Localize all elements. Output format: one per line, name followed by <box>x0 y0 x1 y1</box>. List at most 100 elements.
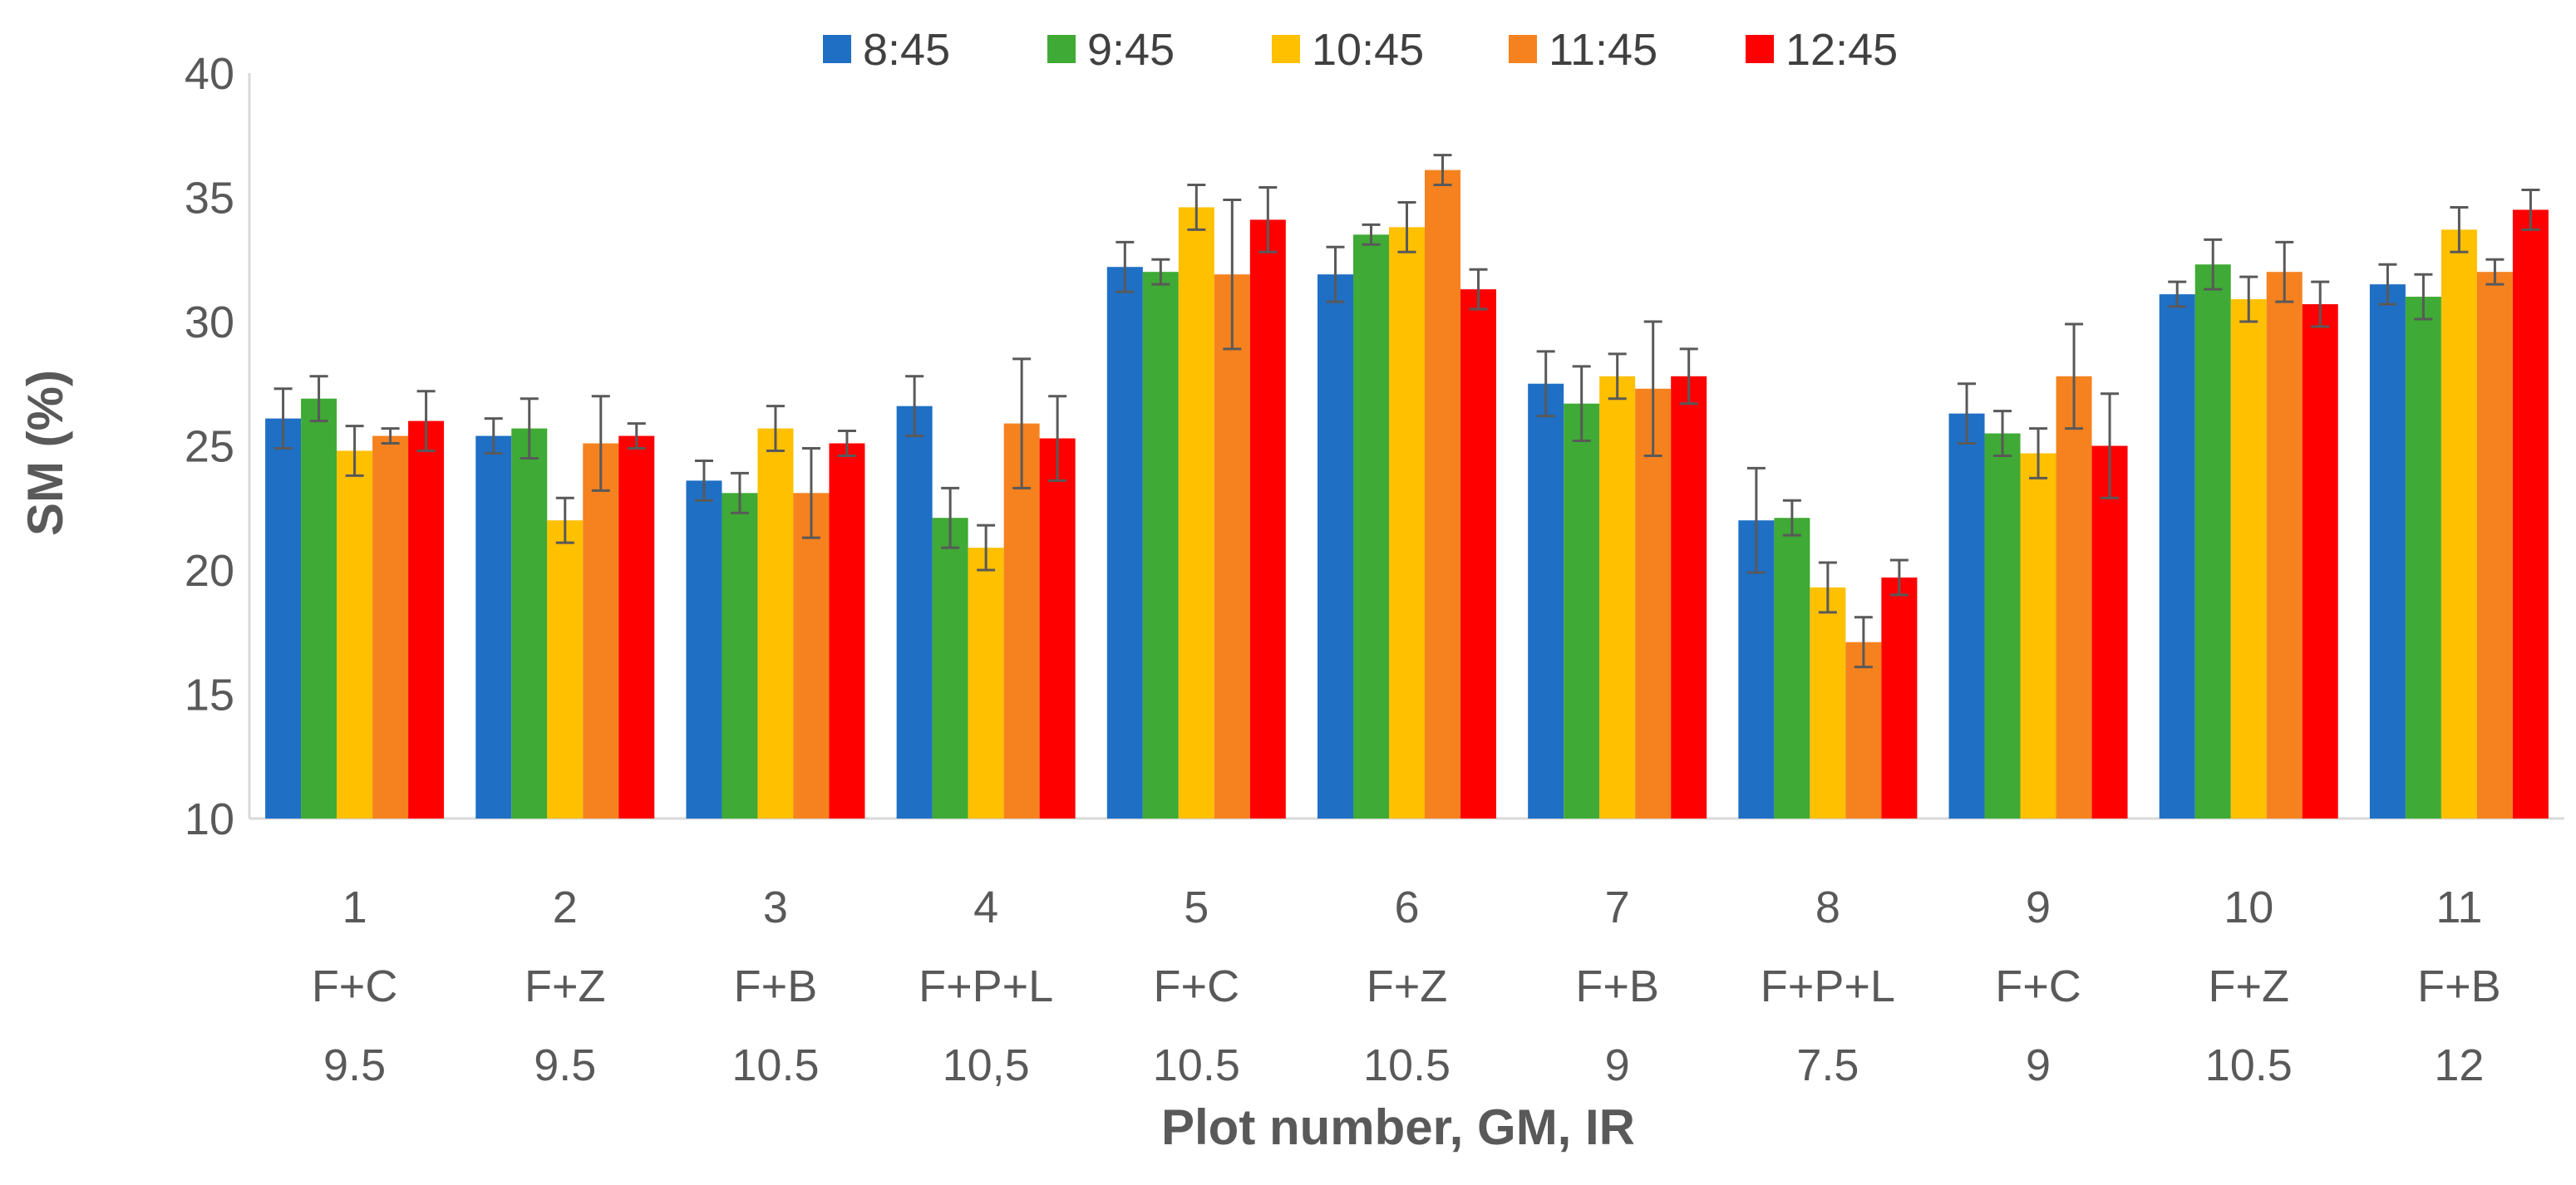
category-plot-label: 3 <box>763 883 788 932</box>
category-plot-label: 6 <box>1394 883 1419 932</box>
category-gm-label: F+C <box>312 961 398 1011</box>
bar <box>1810 587 1846 819</box>
category-gm-label: F+Z <box>525 961 606 1011</box>
category-gm-label: F+B <box>734 961 818 1011</box>
y-tick-label: 15 <box>185 671 234 720</box>
category-ir-label: 10.5 <box>1153 1040 1240 1090</box>
bar <box>1564 403 1600 819</box>
legend-swatch <box>823 35 851 63</box>
category-ir-label: 12 <box>2434 1040 2484 1090</box>
category-plot-label: 9 <box>2026 883 2051 932</box>
category-ir-label: 10.5 <box>2205 1040 2293 1090</box>
bar <box>1389 227 1425 819</box>
bar <box>1318 274 1353 819</box>
bar <box>1214 274 1250 819</box>
category-gm-label: F+Z <box>1367 961 1448 1011</box>
legend-label: 12:45 <box>1785 25 1898 75</box>
error-bars-layer <box>273 154 2540 669</box>
bar <box>829 443 865 819</box>
category-ir-label: 9 <box>2026 1040 2051 1090</box>
legend-swatch <box>1746 35 1774 63</box>
bar <box>2405 297 2441 819</box>
y-tick-label: 10 <box>185 794 234 844</box>
bar <box>1142 272 1179 819</box>
legend-swatch <box>1272 35 1300 63</box>
category-plot-label: 7 <box>1605 883 1630 932</box>
bar <box>896 406 933 819</box>
bar <box>618 435 655 819</box>
bar <box>1671 376 1707 819</box>
legend-label: 10:45 <box>1312 25 1424 75</box>
legend-label: 8:45 <box>863 25 950 75</box>
bar <box>1881 577 1918 819</box>
bar <box>2159 294 2195 819</box>
x-axis-title: Plot number, GM, IR <box>1161 1099 1635 1155</box>
bar <box>2369 284 2406 819</box>
category-gm-label: F+C <box>1995 961 2081 1011</box>
bar <box>2020 453 2056 819</box>
bar <box>1249 219 1286 819</box>
y-tick-label: 40 <box>185 49 234 99</box>
y-tick-label: 25 <box>185 422 234 472</box>
bar <box>2266 272 2303 819</box>
bar <box>1425 170 1460 819</box>
bar <box>1635 388 1672 819</box>
y-axis-title: SM (%) <box>17 370 73 536</box>
category-plot-label: 11 <box>2436 883 2482 932</box>
bar <box>372 435 409 819</box>
bar <box>2230 299 2267 819</box>
bar <box>337 450 373 819</box>
legend-swatch <box>1509 35 1537 63</box>
y-tick-label: 30 <box>185 297 234 347</box>
bar <box>583 443 619 819</box>
bar <box>1845 642 1882 819</box>
category-gm-label: F+B <box>1575 961 1659 1011</box>
category-plot-label: 4 <box>973 883 998 932</box>
y-tick-label: 20 <box>185 546 234 596</box>
bar <box>793 493 830 819</box>
bar <box>2091 445 2128 819</box>
category-ir-label: 9 <box>1605 1040 1630 1090</box>
bar <box>722 493 758 819</box>
bar <box>1460 289 1496 819</box>
category-plot-label: 8 <box>1815 883 1840 932</box>
bars-layer <box>265 170 2549 819</box>
bar <box>932 518 968 819</box>
category-plot-label: 10 <box>2224 883 2273 932</box>
bar <box>2512 209 2549 819</box>
bar <box>757 428 794 819</box>
bar <box>686 480 722 819</box>
category-plot-label: 1 <box>342 883 367 932</box>
category-gm-label: F+Z <box>2208 961 2289 1011</box>
bar <box>475 435 512 819</box>
bar <box>2194 264 2231 819</box>
bar <box>1528 383 1564 819</box>
category-gm-label: F+P+L <box>919 961 1053 1011</box>
category-gm-label: F+C <box>1154 961 1240 1011</box>
category-plot-label: 2 <box>553 883 578 932</box>
bar <box>547 520 584 819</box>
bar <box>2056 376 2092 819</box>
bar <box>1178 207 1214 819</box>
bar <box>1774 518 1810 819</box>
category-gm-label: F+B <box>2417 961 2501 1011</box>
bar <box>1353 234 1389 819</box>
legend-swatch <box>1047 35 1076 63</box>
bar <box>301 398 337 819</box>
category-ir-label: 10.5 <box>1363 1040 1451 1090</box>
legend-label: 11:45 <box>1549 25 1657 75</box>
legend: 8:45 9:45 10:45 11:45 12:45 <box>823 25 1898 75</box>
bar <box>1106 267 1143 819</box>
bar <box>2441 229 2477 819</box>
labels-layer: 10 15 20 25 30 35 40 1 F+C 9.5 2 F+Z 9.5 3 F+B 10.5 4 F+P… <box>185 49 2501 1090</box>
bar <box>2302 304 2338 819</box>
y-tick-label: 35 <box>185 174 234 224</box>
bar <box>2476 272 2513 819</box>
bar <box>511 428 548 819</box>
category-ir-label: 10.5 <box>731 1040 819 1090</box>
legend-label: 9:45 <box>1087 25 1175 75</box>
bar <box>1039 438 1076 819</box>
category-ir-label: 7.5 <box>1796 1040 1859 1090</box>
bar <box>1599 376 1636 819</box>
bar <box>1948 413 1985 819</box>
